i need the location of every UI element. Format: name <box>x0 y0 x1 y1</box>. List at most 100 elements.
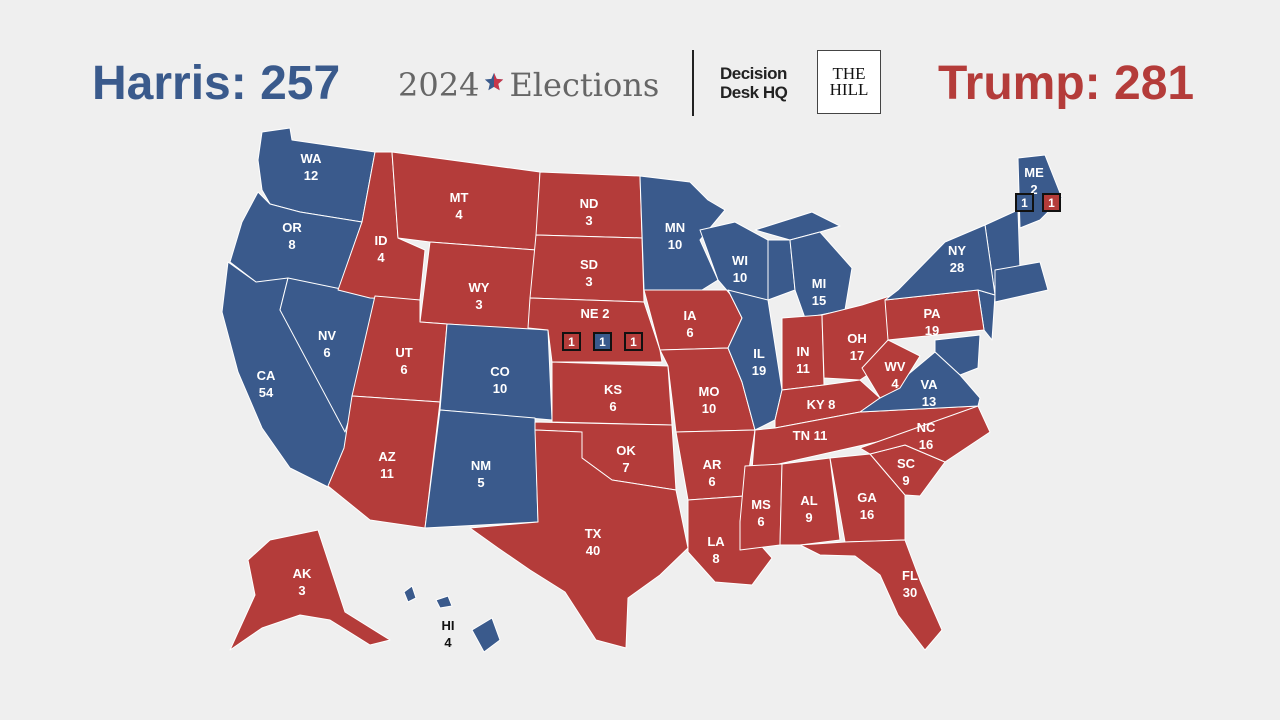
state-fl[interactable] <box>799 539 943 651</box>
state-abbr-or: OR <box>282 220 302 235</box>
state-abbr-wi: WI <box>732 253 748 268</box>
state-ms[interactable] <box>739 463 783 551</box>
state-abbr-tx: TX <box>585 526 602 541</box>
ddhq-line2: Desk HQ <box>720 83 788 102</box>
state-abbr-al: AL <box>800 493 817 508</box>
state-abbr-sd: SD <box>580 257 598 272</box>
state-abbr-pa: PA <box>923 306 941 321</box>
harris-total: Harris: 257 <box>92 57 341 110</box>
me-district-box-1 <box>1015 193 1034 212</box>
state-abbr-sc: SC <box>897 456 916 471</box>
state-abbr-mt: MT <box>450 190 469 205</box>
state-votes-in: 11 <box>796 361 810 376</box>
ne-district-box-3 <box>624 332 643 351</box>
hill-line2: HILL <box>829 80 869 99</box>
state-abbr-mi: MI <box>812 276 826 291</box>
state-votes-nm: 5 <box>477 475 484 490</box>
state-ga[interactable] <box>829 453 906 543</box>
state-votes-nd: 3 <box>585 213 592 228</box>
state-abbr-ny: NY <box>948 243 966 258</box>
state-votes-ca: 54 <box>259 385 274 400</box>
state-votes-sc: 9 <box>902 473 909 488</box>
state-votes-ak: 3 <box>298 583 305 598</box>
state-votes-co: 10 <box>493 381 507 396</box>
state-wv[interactable] <box>861 339 921 399</box>
state-votes-ia: 6 <box>686 325 693 340</box>
state-abbr-nc: NC <box>917 420 936 435</box>
state-votes-al: 9 <box>805 510 812 525</box>
state-tx[interactable] <box>469 429 689 649</box>
state-abbr-me: ME <box>1024 165 1044 180</box>
state-abbr-wa: WA <box>301 151 323 166</box>
state-votes-va: 13 <box>922 394 936 409</box>
state-abbr-va: VA <box>920 377 938 392</box>
state-votes-la: 8 <box>712 551 719 566</box>
state-votes-ga: 16 <box>860 507 874 522</box>
state-abbr-il: IL <box>753 346 765 361</box>
state-votes-az: 11 <box>380 466 394 481</box>
state-votes-ny: 28 <box>950 260 964 275</box>
state-abbr-mn: MN <box>665 220 685 235</box>
state-votes-wy: 3 <box>475 297 482 312</box>
state-abbr-co: CO <box>490 364 510 379</box>
state-abbr-in: IN <box>797 344 810 359</box>
state-votes-wa: 12 <box>304 168 318 183</box>
state-ny[interactable] <box>884 224 996 301</box>
state-votes-tx: 40 <box>586 543 600 558</box>
state-abbr-ia: IA <box>684 308 698 323</box>
state-al[interactable] <box>779 457 841 546</box>
state-abbr-oh: OH <box>847 331 867 346</box>
state-abbr-fl: FL <box>902 568 918 583</box>
ne-district-box-1 <box>562 332 581 351</box>
state-label-ky: KY 8 <box>807 397 836 412</box>
ne-district-box-2 <box>593 332 612 351</box>
state-hi[interactable] <box>471 617 501 653</box>
me-district-value-1: 1 <box>1021 196 1028 210</box>
state-votes-sd: 3 <box>585 274 592 289</box>
state-ak[interactable] <box>229 529 391 651</box>
the-hill-logo: THE HILL <box>817 50 881 114</box>
star-icon <box>483 70 505 100</box>
state-az[interactable] <box>327 395 441 529</box>
state-shape-filler-7 <box>435 595 453 609</box>
state-votes-fl: 30 <box>903 585 917 600</box>
me-district-box-2 <box>1042 193 1061 212</box>
ddhq-line1: Decision <box>720 64 787 83</box>
state-abbr-az: AZ <box>378 449 395 464</box>
state-votes-hi: 4 <box>444 635 452 650</box>
state-votes-ut: 6 <box>400 362 407 377</box>
state-abbr-ca: CA <box>257 368 276 383</box>
title-year: 2024 <box>398 66 480 104</box>
state-label-ne: NE 2 <box>581 306 610 321</box>
hill-line1: THE <box>832 64 866 83</box>
state-votes-pa: 19 <box>925 323 939 338</box>
state-abbr-ut: UT <box>395 345 412 360</box>
decision-desk-logo: Decision Desk HQ <box>720 64 788 102</box>
trump-total: Trump: 281 <box>938 57 1195 110</box>
state-abbr-ga: GA <box>857 490 877 505</box>
state-abbr-ok: OK <box>616 443 636 458</box>
me-district-value-2: 1 <box>1048 196 1055 210</box>
state-votes-ks: 6 <box>609 399 616 414</box>
state-shape-filler-1 <box>994 261 1049 303</box>
state-abbr-ar: AR <box>703 457 722 472</box>
state-votes-nv: 6 <box>323 345 330 360</box>
state-va[interactable] <box>859 351 981 413</box>
state-abbr-nv: NV <box>318 328 336 343</box>
ne-district-value-1: 1 <box>568 335 575 349</box>
state-votes-ms: 6 <box>757 514 764 529</box>
state-shape-filler-5 <box>754 211 841 241</box>
state-votes-mt: 4 <box>455 207 463 222</box>
ne-district-value-2: 1 <box>599 335 606 349</box>
state-shape-filler-3 <box>934 334 981 376</box>
state-votes-ar: 6 <box>708 474 715 489</box>
state-votes-mn: 10 <box>668 237 682 252</box>
state-shape-filler-6 <box>403 585 417 603</box>
state-abbr-la: LA <box>707 534 725 549</box>
title-word: Elections <box>509 66 660 104</box>
state-votes-me: 2 <box>1030 182 1037 197</box>
state-abbr-hi: HI <box>442 618 455 633</box>
state-abbr-id: ID <box>375 233 388 248</box>
state-votes-mo: 10 <box>702 401 716 416</box>
